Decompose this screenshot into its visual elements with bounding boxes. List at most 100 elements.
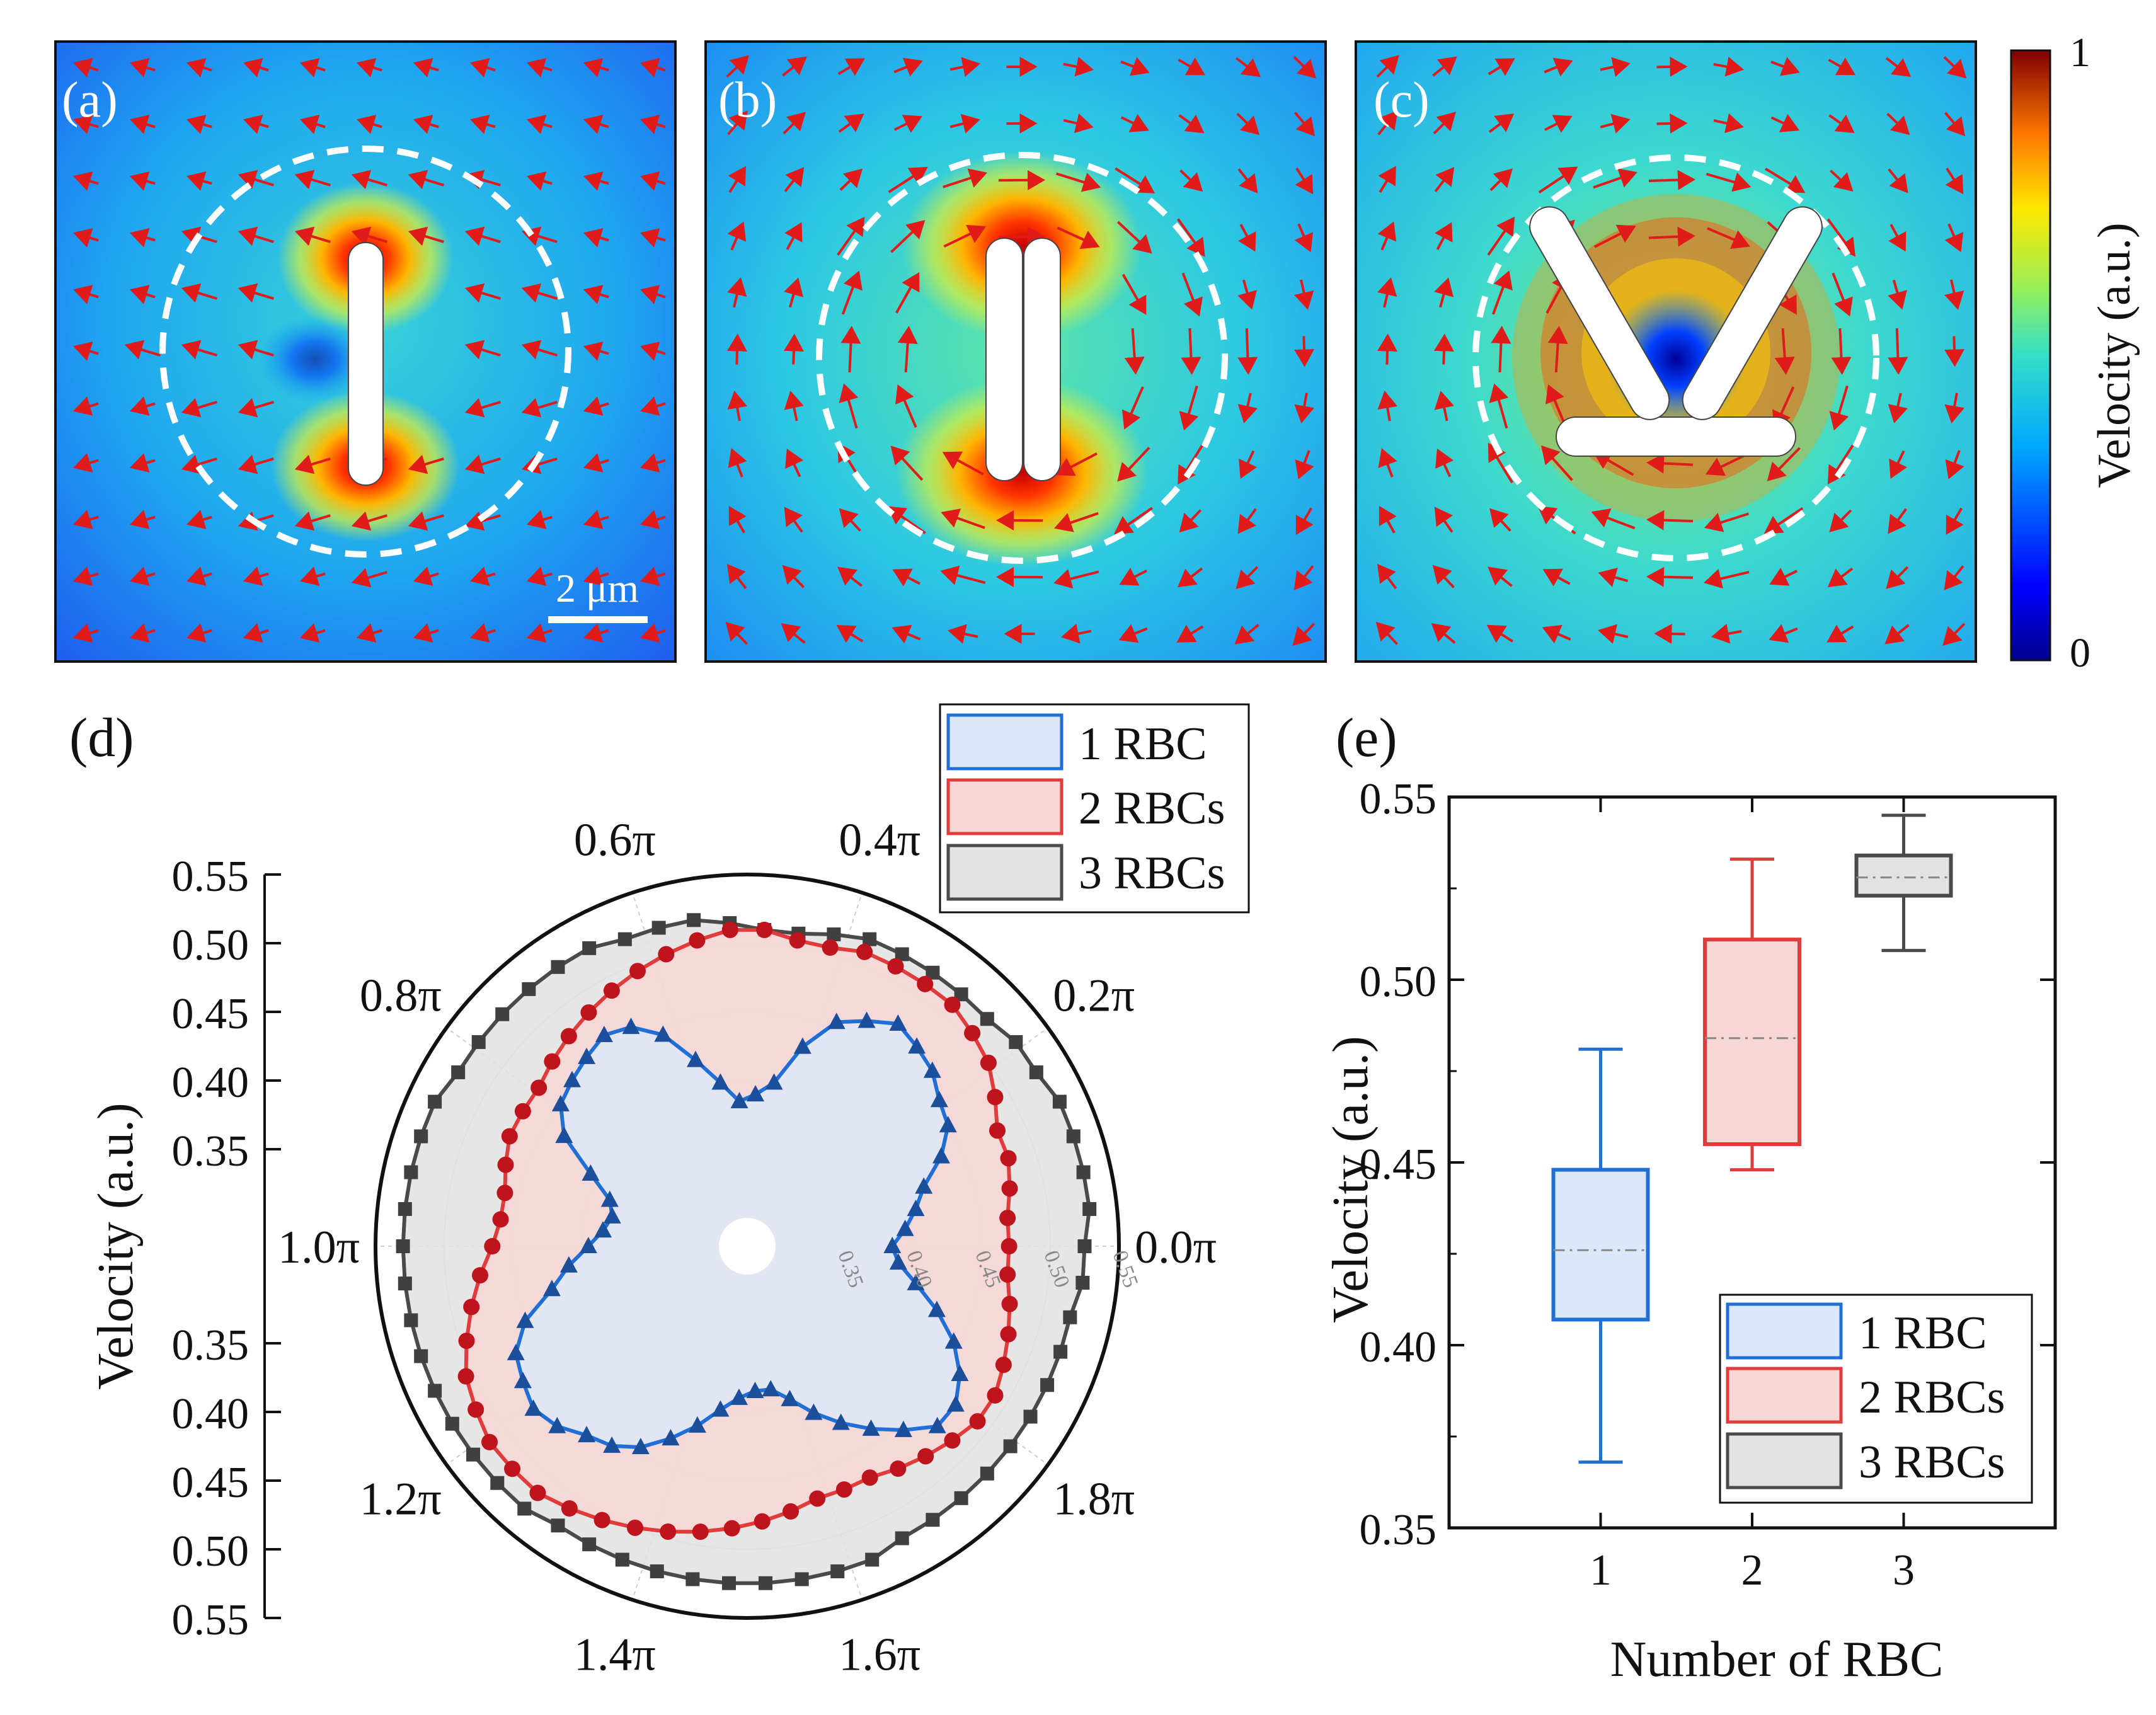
polar-point — [794, 1572, 809, 1586]
flow-arrow — [1237, 393, 1258, 423]
flow-arrow — [1544, 57, 1573, 77]
polar-point — [658, 946, 675, 963]
polar-point — [551, 1518, 565, 1533]
polar-point — [980, 1012, 994, 1026]
flow-arrow — [299, 566, 326, 586]
flow-arrow — [1946, 507, 1964, 535]
polar-point — [507, 1343, 525, 1360]
panel-e-label: (e) — [1336, 708, 1397, 769]
flow-arrow — [72, 453, 99, 473]
polar-point — [926, 1513, 940, 1527]
flow-arrow — [351, 568, 387, 588]
flow-arrow — [521, 340, 558, 360]
flow-arrow — [243, 566, 269, 586]
flow-arrow — [784, 277, 803, 308]
polar-point — [603, 1436, 621, 1453]
flow-arrow — [186, 58, 212, 77]
flow-arrow — [1944, 112, 1966, 137]
flow-arrow — [521, 283, 558, 303]
flow-arrow — [1489, 383, 1509, 429]
flow-arrow — [1769, 624, 1798, 643]
flow-arrow — [781, 623, 806, 644]
flow-arrow — [1120, 57, 1150, 76]
flow-arrow — [186, 566, 212, 586]
flow-arrow — [181, 398, 217, 418]
flow-arrow — [413, 566, 439, 586]
flow-arrow — [837, 566, 863, 587]
flow-arrow — [186, 115, 212, 134]
box-1-rbc — [1551, 1047, 1650, 1464]
flow-arrow — [1433, 112, 1456, 135]
polar-point — [457, 1368, 474, 1385]
polar-point — [863, 932, 877, 946]
flow-arrow — [186, 171, 212, 191]
polar-point — [517, 1501, 532, 1516]
flow-arrow — [1294, 223, 1314, 253]
flow-arrow — [238, 283, 274, 303]
flow-arrow — [469, 566, 496, 586]
flow-arrow — [526, 58, 553, 77]
polar-point — [832, 1413, 850, 1430]
flow-arrow — [526, 171, 553, 191]
polar-point — [458, 1333, 475, 1350]
polar-point — [862, 1419, 880, 1436]
polar-point — [964, 1024, 981, 1041]
polar-point — [765, 1073, 783, 1090]
box-x-axis-title: Number of RBC — [1610, 1632, 1944, 1687]
polar-point — [987, 1387, 1004, 1404]
polar-point — [754, 1513, 771, 1530]
flow-arrow — [887, 506, 926, 534]
flow-arrow — [129, 171, 156, 191]
polar-point — [603, 1207, 621, 1224]
flow-arrow — [948, 624, 978, 644]
flow-arrow — [1542, 624, 1571, 644]
flow-arrow — [469, 58, 496, 77]
flow-arrow — [1886, 113, 1910, 135]
polar-point — [692, 1523, 709, 1540]
flow-arrow — [583, 510, 609, 529]
flow-arrow — [408, 226, 444, 246]
flow-arrow — [408, 169, 444, 190]
flow-arrow — [639, 171, 666, 191]
flow-arrow — [1830, 169, 1854, 192]
polar-point — [651, 921, 666, 935]
polar-point — [917, 975, 934, 992]
polar-point — [595, 1026, 613, 1043]
polar-point — [467, 1401, 485, 1418]
flow-arrow — [1489, 168, 1513, 192]
flow-arrow — [1593, 224, 1636, 248]
flow-arrow — [1492, 270, 1513, 315]
legend-item-1rbc: 1 RBC — [1726, 1302, 1987, 1360]
flow-arrow — [727, 390, 748, 422]
polar-point — [946, 1395, 965, 1412]
left-axis-tick-label: 0.35 — [172, 1321, 249, 1370]
polar-point — [428, 1094, 442, 1109]
flow-arrow — [1945, 167, 1964, 195]
flow-arrow — [1120, 113, 1149, 132]
flow-arrow — [839, 508, 861, 532]
panel-b-flow-arrows — [725, 55, 1317, 646]
flow-arrow — [464, 226, 501, 246]
flow-arrow — [1238, 224, 1256, 252]
flow-arrow — [294, 454, 331, 474]
flow-arrow — [1181, 328, 1201, 375]
polar-legend: 1 RBC 2 RBCs 3 RBCs — [939, 703, 1250, 914]
flow-arrow — [1294, 112, 1315, 137]
polar-point — [544, 1053, 561, 1070]
polar-point — [1066, 1129, 1081, 1144]
y-tick-label: 0.50 — [1360, 958, 1437, 1006]
polar-point — [989, 1122, 1006, 1139]
flow-arrow — [356, 623, 382, 643]
polar-point — [890, 1460, 907, 1477]
flow-arrow — [949, 57, 980, 77]
flow-arrow — [1646, 453, 1694, 474]
left-axis-tick-label: 0.45 — [172, 990, 249, 1038]
polar-point — [561, 1500, 578, 1517]
flow-arrow — [583, 228, 609, 248]
polar-point — [827, 927, 841, 942]
flow-arrow — [1888, 508, 1907, 534]
colorbar: 1 0 Velocity (a.u.) — [2010, 30, 2140, 676]
polar-point — [895, 947, 909, 961]
flow-arrow — [998, 226, 1045, 247]
flow-arrow — [1295, 507, 1314, 535]
